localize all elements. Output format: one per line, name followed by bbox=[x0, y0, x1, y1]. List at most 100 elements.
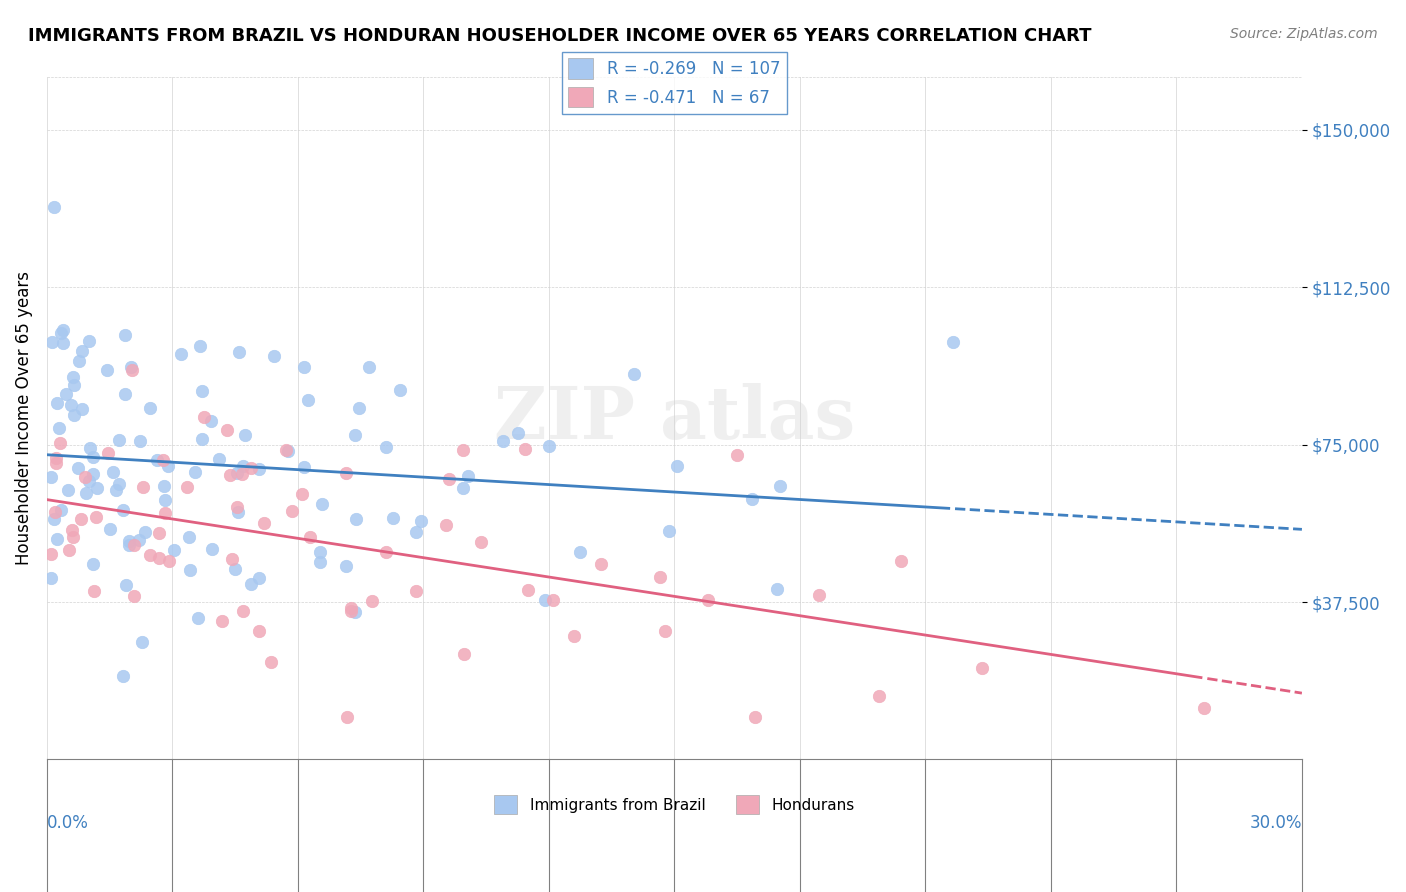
Legend: Immigrants from Brazil, Hondurans: Immigrants from Brazil, Hondurans bbox=[488, 789, 860, 820]
Point bbox=[179, 530, 201, 544]
Point bbox=[252, 516, 274, 531]
Point bbox=[131, 480, 153, 494]
Point bbox=[98, 522, 121, 536]
Point bbox=[226, 505, 249, 519]
Text: ZIP atlas: ZIP atlas bbox=[494, 383, 855, 454]
Point bbox=[45, 532, 67, 546]
Point bbox=[226, 467, 249, 481]
Point bbox=[62, 408, 84, 422]
Point bbox=[374, 440, 396, 454]
Point bbox=[44, 505, 66, 519]
Point bbox=[73, 469, 96, 483]
Point bbox=[153, 492, 176, 507]
Point bbox=[114, 387, 136, 401]
Point bbox=[569, 545, 592, 559]
Point bbox=[299, 530, 322, 544]
Point bbox=[190, 384, 212, 399]
Point bbox=[769, 478, 792, 492]
Point bbox=[344, 427, 367, 442]
Point bbox=[169, 347, 191, 361]
Point bbox=[77, 474, 100, 488]
Point bbox=[233, 428, 256, 442]
Point bbox=[111, 503, 134, 517]
Point bbox=[84, 509, 107, 524]
Point bbox=[451, 481, 474, 495]
Point bbox=[108, 477, 131, 491]
Point bbox=[49, 502, 72, 516]
Point bbox=[75, 485, 97, 500]
Point bbox=[506, 426, 529, 441]
Point bbox=[221, 552, 243, 566]
Point bbox=[808, 588, 831, 602]
Point bbox=[152, 479, 174, 493]
Point bbox=[537, 439, 560, 453]
Point bbox=[176, 480, 198, 494]
Point bbox=[157, 458, 180, 473]
Point bbox=[534, 593, 557, 607]
Point bbox=[72, 402, 94, 417]
Point bbox=[139, 548, 162, 562]
Point bbox=[45, 456, 67, 470]
Point bbox=[766, 582, 789, 596]
Point bbox=[277, 443, 299, 458]
Point bbox=[45, 396, 67, 410]
Point bbox=[492, 434, 515, 448]
Point bbox=[219, 467, 242, 482]
Point bbox=[405, 584, 427, 599]
Point bbox=[340, 604, 363, 618]
Point bbox=[104, 483, 127, 497]
Point bbox=[276, 442, 298, 457]
Point bbox=[226, 500, 249, 514]
Point bbox=[122, 589, 145, 603]
Point bbox=[157, 554, 180, 568]
Point bbox=[128, 533, 150, 547]
Point bbox=[55, 387, 77, 401]
Point bbox=[118, 538, 141, 552]
Point bbox=[228, 345, 250, 359]
Point bbox=[67, 353, 90, 368]
Point bbox=[179, 563, 201, 577]
Point bbox=[41, 335, 63, 350]
Point bbox=[344, 605, 367, 619]
Point bbox=[347, 401, 370, 416]
Point bbox=[517, 582, 540, 597]
Point bbox=[665, 458, 688, 473]
Point bbox=[96, 363, 118, 377]
Point bbox=[148, 526, 170, 541]
Point bbox=[108, 433, 131, 447]
Point bbox=[231, 458, 253, 473]
Point bbox=[381, 510, 404, 524]
Point bbox=[389, 383, 412, 397]
Point bbox=[111, 668, 134, 682]
Point bbox=[437, 472, 460, 486]
Point bbox=[67, 461, 90, 475]
Point bbox=[335, 558, 357, 573]
Point bbox=[114, 327, 136, 342]
Point bbox=[52, 323, 75, 337]
Point bbox=[48, 421, 70, 435]
Point bbox=[39, 470, 62, 484]
Point bbox=[184, 465, 207, 479]
Point bbox=[562, 628, 585, 642]
Point bbox=[49, 435, 72, 450]
Point bbox=[868, 689, 890, 703]
Point bbox=[45, 450, 67, 465]
Point bbox=[79, 441, 101, 455]
Point bbox=[623, 368, 645, 382]
Point bbox=[374, 545, 396, 559]
Point bbox=[453, 647, 475, 661]
Point bbox=[405, 525, 427, 540]
Point bbox=[59, 397, 82, 411]
Point bbox=[86, 482, 108, 496]
Point bbox=[292, 360, 315, 375]
Point bbox=[247, 571, 270, 585]
Text: 0.0%: 0.0% bbox=[46, 814, 89, 832]
Point bbox=[344, 511, 367, 525]
Point bbox=[1192, 701, 1215, 715]
Point bbox=[263, 349, 285, 363]
Point bbox=[82, 557, 104, 571]
Point bbox=[451, 442, 474, 457]
Point bbox=[357, 359, 380, 374]
Point bbox=[741, 492, 763, 507]
Point bbox=[193, 409, 215, 424]
